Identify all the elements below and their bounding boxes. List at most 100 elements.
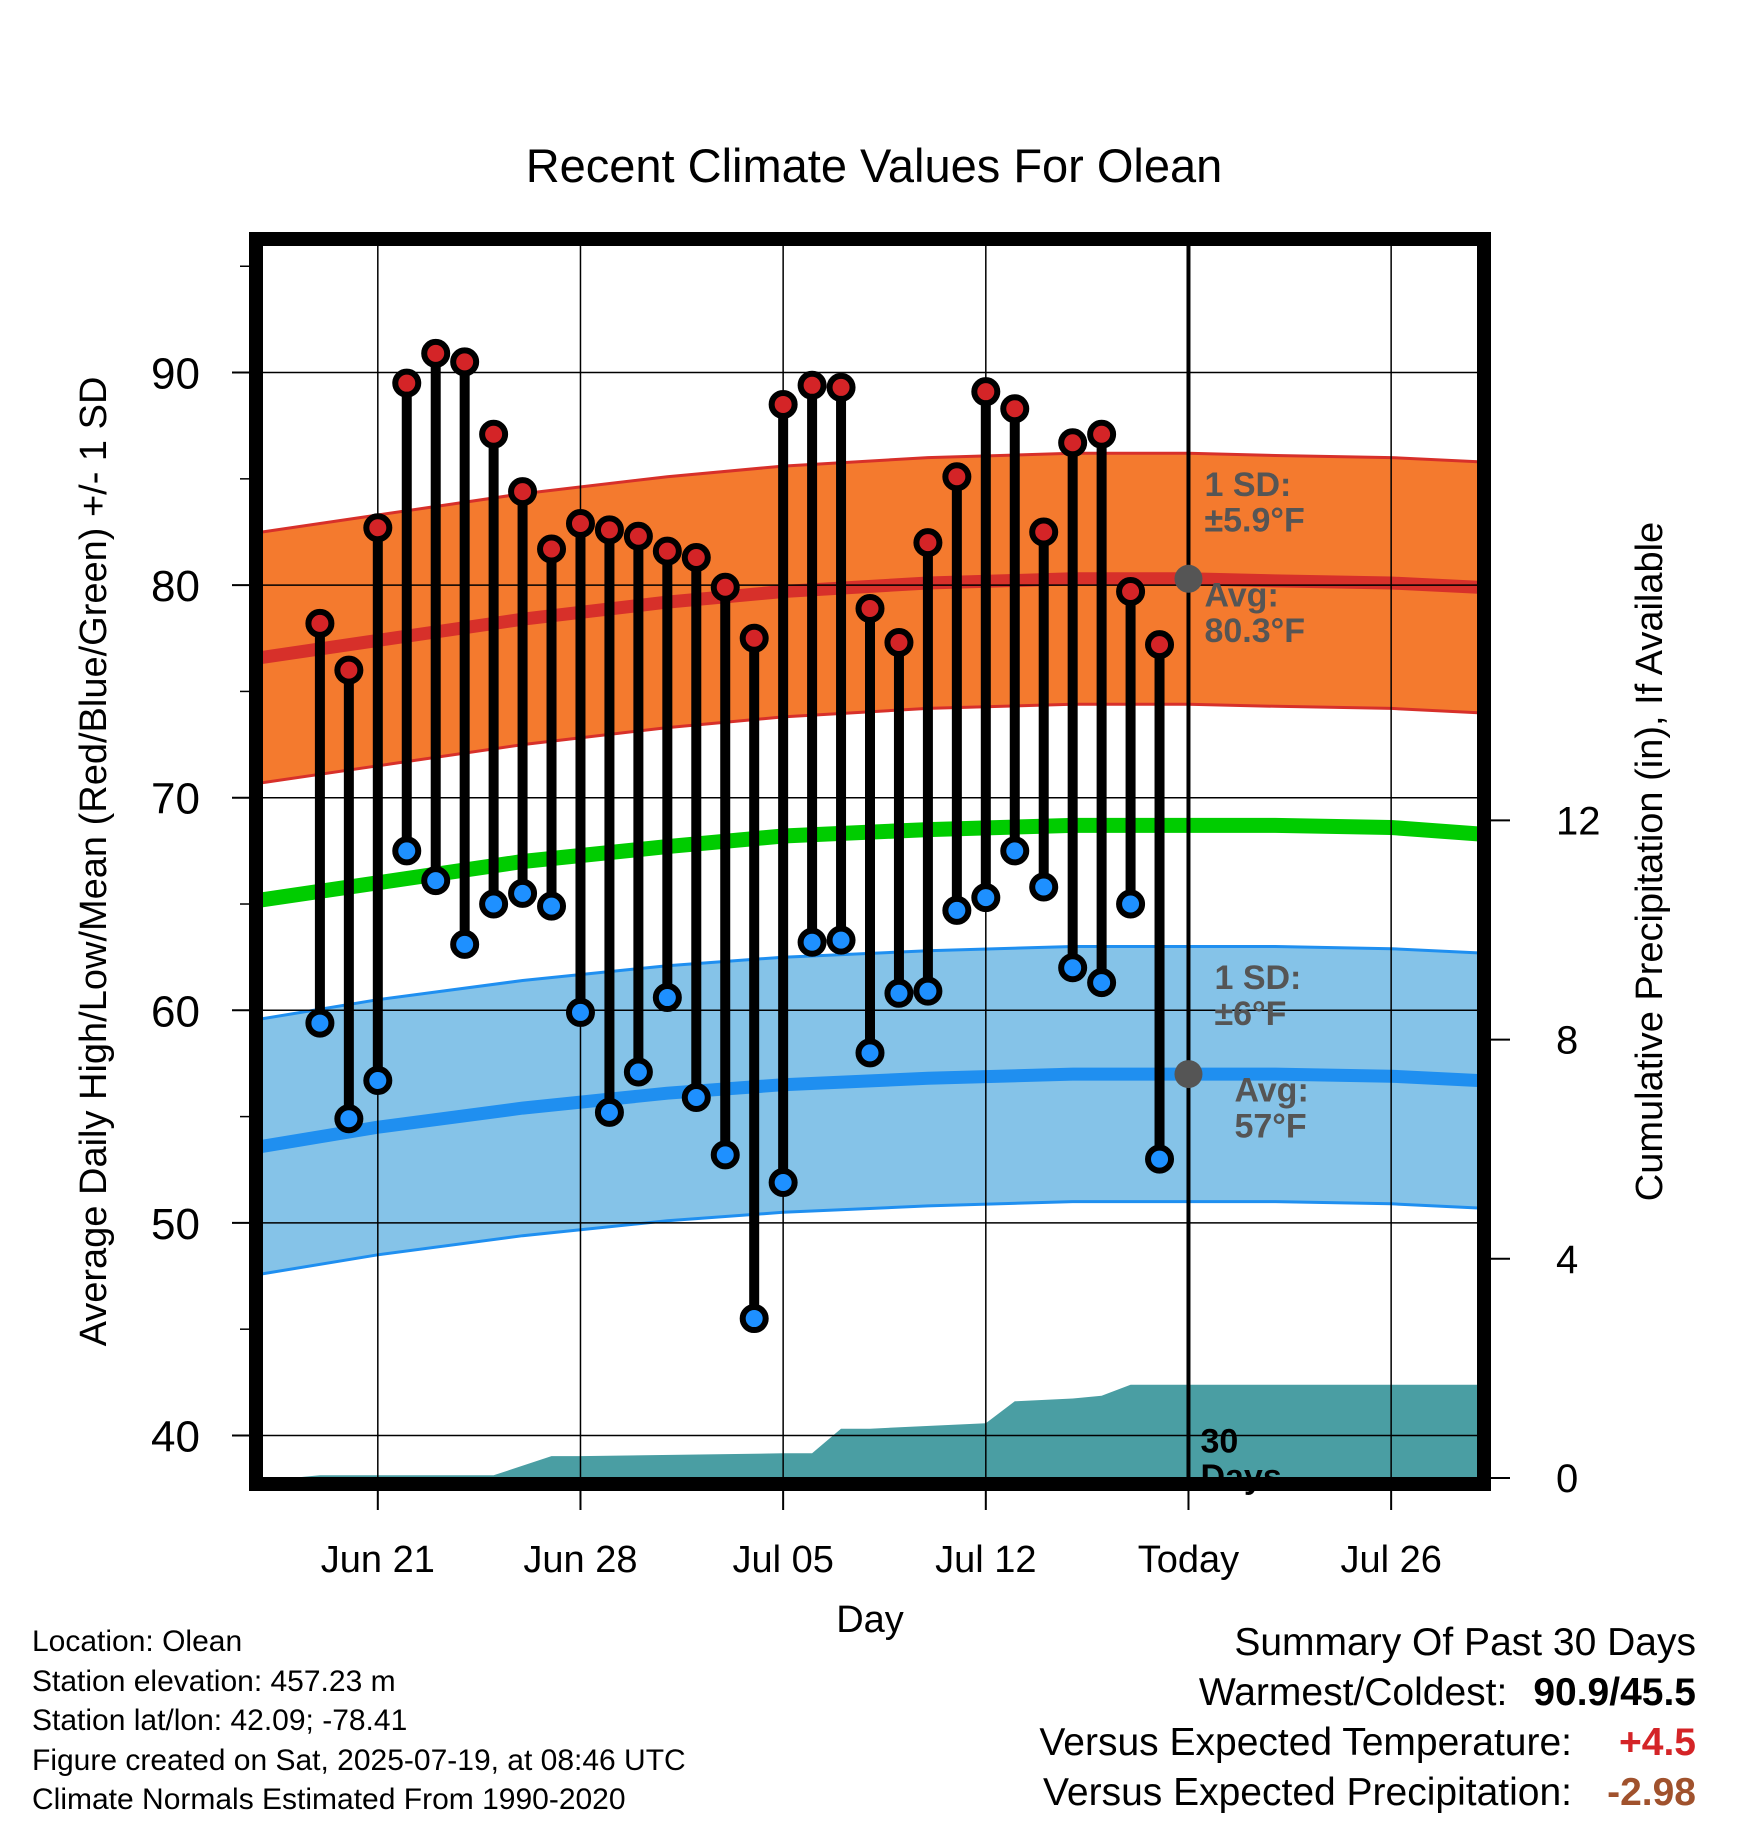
- day-high-point: [826, 372, 856, 402]
- latlon-text: Station lat/lon: 42.09; -78.41: [32, 1704, 408, 1737]
- x-tick-label: Today: [1138, 1539, 1239, 1581]
- precipitation-area: [291, 1384, 1478, 1478]
- summary-panel: Summary Of Past 30 Days Warmest/Coldest:…: [1039, 1618, 1696, 1818]
- day-low-point: [1029, 872, 1059, 902]
- y2-axis-label: Cumulative Precipitation (in), If Availa…: [1629, 522, 1671, 1201]
- day-low-point: [508, 878, 538, 908]
- day-high-point: [768, 389, 798, 419]
- day-low-point: [623, 1057, 653, 1087]
- chart-title: Recent Climate Values For Olean: [525, 139, 1223, 192]
- day-low-point: [1058, 953, 1088, 983]
- day-low-point: [305, 1008, 335, 1038]
- day-high-point: [971, 377, 1001, 407]
- daily-range-bars: [305, 338, 1175, 1334]
- temp-value: +4.5: [1619, 1721, 1696, 1764]
- day-low-point: [855, 1038, 885, 1068]
- precip-value: -2.98: [1607, 1771, 1696, 1814]
- precip-cumulative-area: [291, 1384, 1478, 1478]
- low-avg-label: Avg: 57°F: [1234, 1072, 1308, 1146]
- x-tick-label: Jul 26: [1340, 1539, 1441, 1581]
- y-tick-label: 70: [151, 775, 200, 824]
- low-mean-line: [262, 1067, 1478, 1153]
- day-high-point: [942, 462, 972, 492]
- day-high-point: [1145, 630, 1175, 660]
- axes: 40 50 60 70 80 90 0 4 8 12 Jun 21 Jun 28 Jul 05 Jul 1…: [73, 265, 1671, 1641]
- day-low-point: [450, 929, 480, 959]
- plot-frame: [249, 232, 1491, 1491]
- day-high-point: [1116, 577, 1146, 607]
- day-low-point: [652, 983, 682, 1013]
- y2-tick-label: 12: [1556, 799, 1601, 843]
- day-low-point: [942, 895, 972, 925]
- day-high-point: [450, 347, 480, 377]
- day-low-point: [537, 891, 567, 921]
- high-upper-line: [262, 451, 1478, 534]
- day-low-point: [797, 927, 827, 957]
- day-high-point: [305, 608, 335, 638]
- y-tick-label: 80: [151, 562, 200, 611]
- y-tick-label: 90: [151, 350, 200, 399]
- day-low-point: [565, 997, 595, 1027]
- day-low-point: [594, 1097, 624, 1127]
- day-high-point: [537, 534, 567, 564]
- elevation-text: Station elevation: 457.23 m: [32, 1664, 396, 1698]
- day-low-point: [392, 836, 422, 866]
- temp-row: Versus Expected Temperature: +4.5: [1039, 1718, 1696, 1768]
- day-high-point: [1058, 428, 1088, 458]
- y-tick-label: 40: [151, 1412, 200, 1461]
- day-low-point: [1145, 1144, 1175, 1174]
- day-high-point: [623, 521, 653, 551]
- plot-border: [249, 232, 1491, 1491]
- day-low-point: [826, 925, 856, 955]
- high-avg-label: Avg: 80.3°F: [1204, 576, 1305, 650]
- day-high-point: [913, 528, 943, 558]
- low-lower-line: [262, 1200, 1478, 1276]
- low-sd-label: 1 SD: ±6°F: [1214, 959, 1301, 1033]
- y-tick-label: 60: [151, 987, 200, 1036]
- today-high-normal-marker: [1174, 564, 1203, 593]
- warm-cold-row: Warmest/Coldest: 90.9/45.5: [1039, 1668, 1696, 1718]
- today-low-normal-marker: [1174, 1060, 1203, 1089]
- day-low-point: [768, 1168, 798, 1198]
- day-low-point: [681, 1082, 711, 1112]
- x-tick-label: Jun 28: [523, 1539, 637, 1581]
- day-low-point: [1116, 889, 1146, 919]
- x-axis-label: Day: [836, 1599, 904, 1641]
- location-text: Location: Olean: [32, 1625, 243, 1658]
- day-low-point: [334, 1104, 364, 1134]
- day-high-point: [710, 572, 740, 602]
- day-high-point: [508, 477, 538, 507]
- low-sd-band: [262, 946, 1478, 1274]
- y-tick-label: 50: [151, 1200, 200, 1249]
- day-high-point: [594, 515, 624, 545]
- day-high-point: [392, 368, 422, 398]
- day-high-point: [363, 513, 393, 543]
- day-low-point: [1087, 968, 1117, 998]
- x-tick-label: Jul 12: [935, 1539, 1036, 1581]
- day-high-point: [739, 623, 769, 653]
- x-tick-label: Jul 05: [732, 1539, 833, 1581]
- high-sd-label: 1 SD: ±5.9°F: [1204, 466, 1304, 540]
- created-text: Figure created on Sat, 2025-07-19, at 08…: [32, 1743, 686, 1777]
- x-tick-label: Jun 21: [321, 1539, 435, 1581]
- warm-cold-label: Warmest/Coldest:: [1198, 1671, 1508, 1714]
- y-axis-label: Average Daily High/Low/Mean (Red/Blue/Gr…: [73, 377, 115, 1347]
- day-high-point: [565, 508, 595, 538]
- day-high-point: [421, 338, 451, 368]
- day-high-point: [652, 536, 682, 566]
- station-info: Location: Olean Station elevation: 457.2…: [32, 1622, 686, 1820]
- precip-label: Versus Expected Precipitation:: [1043, 1771, 1572, 1814]
- day-high-point: [1029, 517, 1059, 547]
- y2-tick-label: 8: [1556, 1019, 1578, 1063]
- day-low-point: [421, 866, 451, 896]
- day-high-point: [334, 655, 364, 685]
- day-high-point: [855, 594, 885, 624]
- normals-text: Climate Normals Estimated From 1990-2020: [32, 1783, 626, 1816]
- y2-tick-label: 0: [1556, 1457, 1578, 1501]
- day-high-point: [479, 419, 509, 449]
- day-high-point: [884, 628, 914, 658]
- day-high-point: [797, 370, 827, 400]
- temp-label: Versus Expected Temperature:: [1039, 1721, 1572, 1764]
